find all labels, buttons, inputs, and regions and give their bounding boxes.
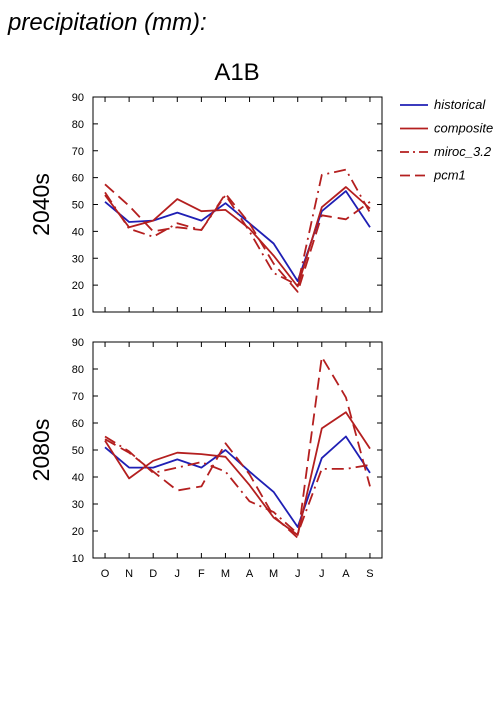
x-tick-label: J — [295, 568, 301, 580]
y-tick-label: 10 — [72, 553, 84, 565]
y-tick-label: 70 — [72, 391, 84, 403]
x-tick-label: J — [175, 568, 181, 580]
y-tick-label: 50 — [72, 445, 84, 457]
legend-label: miroc_3.2 — [434, 144, 492, 159]
plot-frame — [92, 341, 383, 559]
series-line-composite — [104, 411, 371, 536]
x-tick-label: F — [198, 568, 205, 580]
x-tick-label: O — [101, 568, 110, 580]
series-line-pcm1 — [104, 183, 371, 293]
y-tick-label: 30 — [72, 253, 84, 265]
y-tick-label: 20 — [72, 280, 84, 292]
series-line-historical — [104, 190, 371, 283]
y-tick-label: 90 — [72, 337, 84, 349]
panel-label: 2040s — [28, 173, 54, 236]
panel-2080s: 10 20 30 40 50 60 70 80 90 O N D J F M A M J J A S 2080s — [28, 337, 383, 580]
x-tick-label: A — [342, 568, 350, 580]
series-line-pcm1 — [104, 355, 371, 539]
page-title: precipitation (mm): — [7, 9, 207, 36]
series-line-historical — [104, 435, 371, 528]
y-tick-label: 10 — [72, 307, 84, 319]
series-line-composite — [104, 186, 371, 288]
x-tick-label: D — [149, 568, 157, 580]
panel-label: 2080s — [28, 419, 54, 482]
y-tick-label: 60 — [72, 418, 84, 430]
y-tick-label: 80 — [72, 119, 84, 131]
x-tick-label: M — [269, 568, 278, 580]
x-tick-label: S — [366, 568, 373, 580]
plot-frame — [92, 96, 383, 313]
panel-2040s: 10 20 30 40 50 60 70 80 90 2040s — [28, 92, 383, 319]
y-tick-label: 70 — [72, 146, 84, 158]
y-tick-label: 60 — [72, 173, 84, 185]
x-tick-label: A — [246, 568, 254, 580]
legend: historical composite miroc_3.2 pcm1 — [400, 97, 493, 183]
legend-label: historical — [434, 97, 486, 112]
scenario-title: A1B — [214, 59, 259, 86]
y-tick-label: 40 — [72, 472, 84, 484]
series-line-miroc-3-2 — [104, 168, 371, 287]
y-tick-label: 50 — [72, 200, 84, 212]
y-tick-label: 30 — [72, 499, 84, 511]
x-tick-label: M — [221, 568, 230, 580]
x-tick-label: J — [319, 568, 325, 580]
series-line-miroc-3-2 — [104, 435, 371, 535]
legend-label: pcm1 — [433, 168, 466, 183]
x-tick-label: N — [125, 568, 133, 580]
y-tick-label: 20 — [72, 526, 84, 538]
legend-label: composite — [434, 121, 493, 136]
y-tick-label: 90 — [72, 92, 84, 104]
y-tick-label: 80 — [72, 364, 84, 376]
y-tick-label: 40 — [72, 226, 84, 238]
